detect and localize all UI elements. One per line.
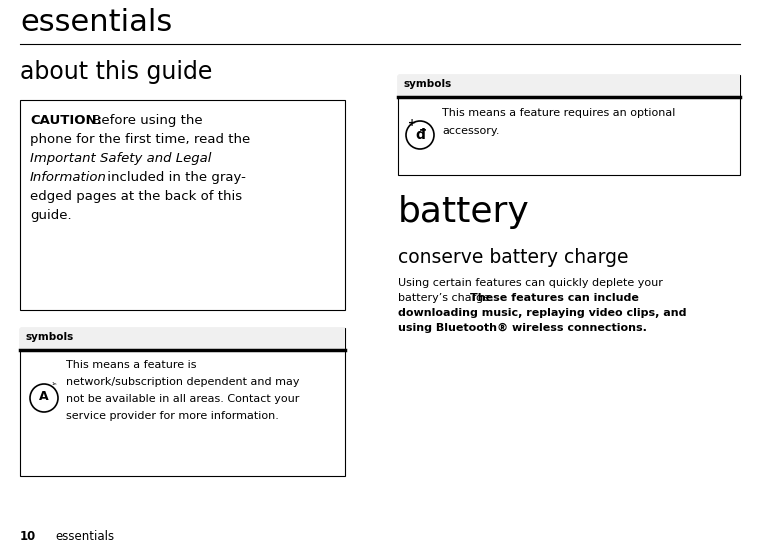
Text: conserve battery charge: conserve battery charge xyxy=(398,248,629,267)
FancyBboxPatch shape xyxy=(398,75,740,97)
Text: edged pages at the back of this: edged pages at the back of this xyxy=(30,190,242,203)
Text: guide.: guide. xyxy=(30,209,71,222)
Text: Important Safety and Legal: Important Safety and Legal xyxy=(30,152,211,165)
FancyBboxPatch shape xyxy=(398,75,740,175)
Text: 10: 10 xyxy=(20,530,36,543)
Text: Information: Information xyxy=(30,171,107,184)
FancyBboxPatch shape xyxy=(20,328,345,350)
Text: This means a feature requires an optional: This means a feature requires an optiona… xyxy=(442,108,676,118)
Text: A: A xyxy=(40,391,49,404)
FancyBboxPatch shape xyxy=(20,100,345,310)
Text: accessory.: accessory. xyxy=(442,126,499,136)
Text: Using certain features can quickly deplete your: Using certain features can quickly deple… xyxy=(398,278,663,288)
Text: phone for the first time, read the: phone for the first time, read the xyxy=(30,133,250,146)
Text: essentials: essentials xyxy=(55,530,114,543)
Text: Before using the: Before using the xyxy=(88,114,203,127)
Text: not be available in all areas. Contact your: not be available in all areas. Contact y… xyxy=(66,394,299,404)
Text: battery: battery xyxy=(398,195,530,229)
Text: about this guide: about this guide xyxy=(20,60,212,84)
Text: symbols: symbols xyxy=(25,332,73,342)
Text: essentials: essentials xyxy=(20,8,173,37)
Text: included in the gray-: included in the gray- xyxy=(103,171,246,184)
Text: symbols: symbols xyxy=(403,79,451,89)
Text: battery’s charge.: battery’s charge. xyxy=(398,293,497,303)
Text: đ: đ xyxy=(415,128,425,142)
Text: downloading music, replaying video clips, and: downloading music, replaying video clips… xyxy=(398,308,686,318)
Text: CAUTION:: CAUTION: xyxy=(30,114,102,127)
Text: These features can include: These features can include xyxy=(470,293,639,303)
FancyBboxPatch shape xyxy=(20,328,345,476)
Text: This means a feature is: This means a feature is xyxy=(66,360,197,370)
Text: network/subscription dependent and may: network/subscription dependent and may xyxy=(66,377,299,387)
Text: ¹ⁿ: ¹ⁿ xyxy=(51,383,57,389)
Text: service provider for more information.: service provider for more information. xyxy=(66,411,279,421)
Text: +: + xyxy=(408,118,416,128)
Text: using Bluetooth® wireless connections.: using Bluetooth® wireless connections. xyxy=(398,323,647,333)
